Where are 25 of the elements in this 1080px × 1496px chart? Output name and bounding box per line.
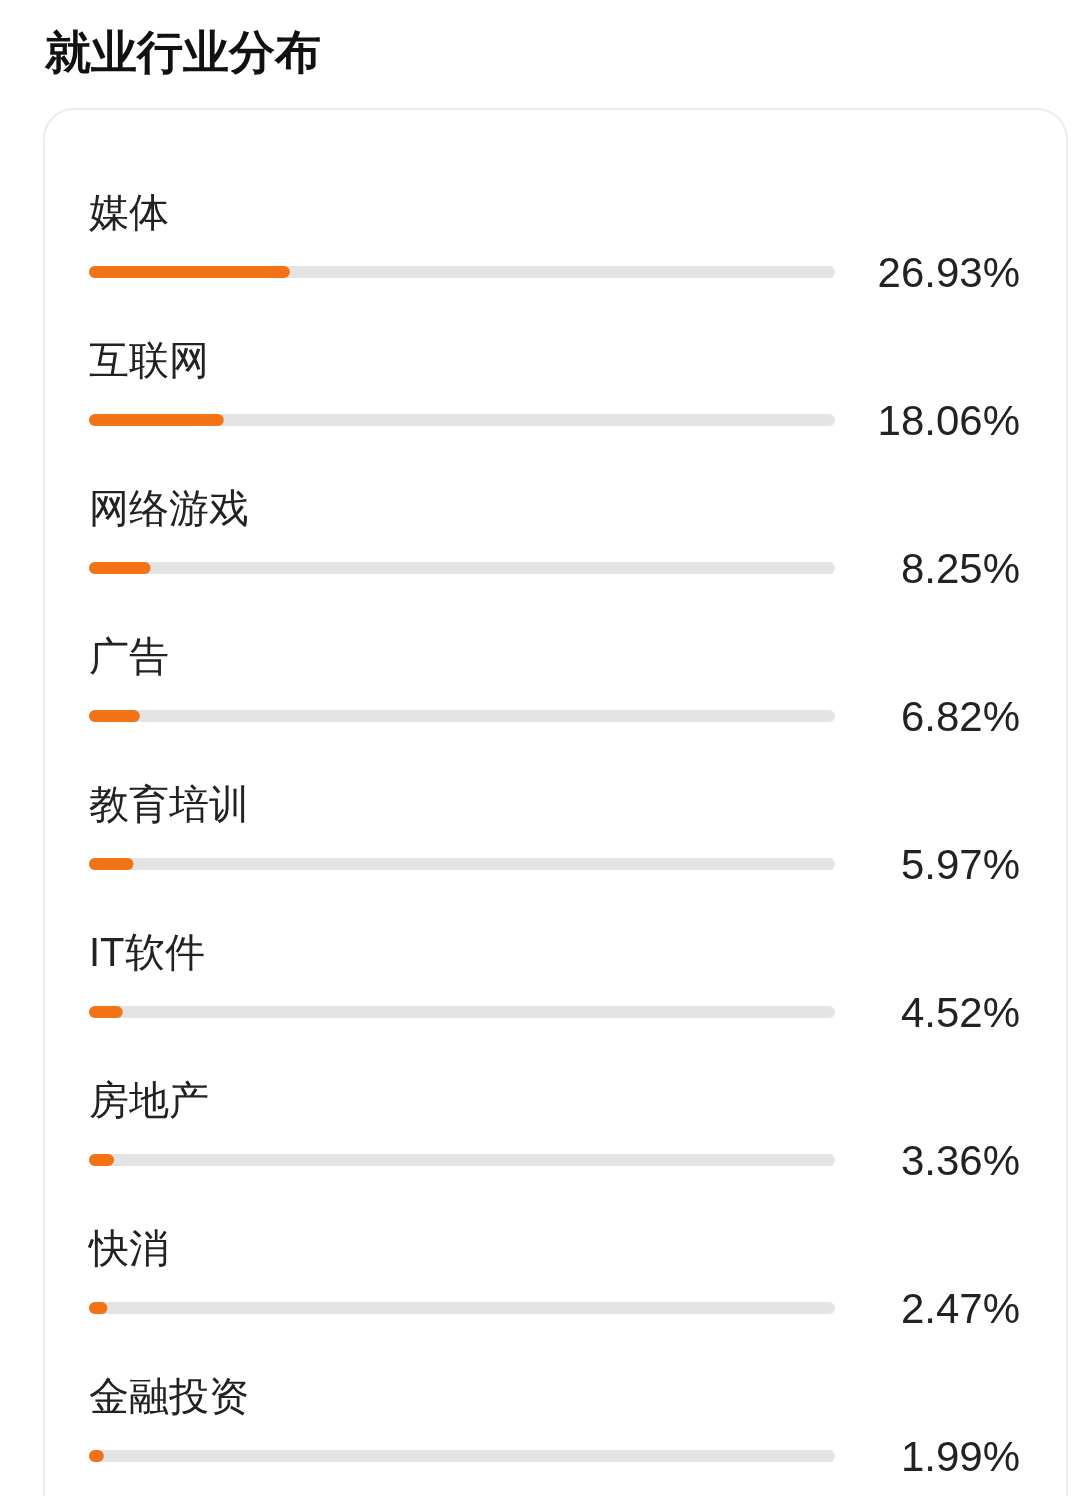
data-label: 3.36% — [900, 1136, 1020, 1184]
bar — [89, 1006, 123, 1018]
y-tick-label: 媒体 — [89, 190, 169, 234]
y-tick-label: 互联网 — [89, 338, 209, 382]
y-tick-label: 金融投资 — [89, 1374, 249, 1418]
data-label: 4.52% — [900, 988, 1020, 1036]
y-tick-label: 网络游戏 — [89, 486, 249, 530]
data-label: 8.25% — [900, 544, 1020, 592]
bar — [89, 266, 290, 278]
bar — [89, 710, 140, 722]
chart-title: 就业行业分布 — [44, 26, 321, 78]
bar — [89, 414, 224, 426]
y-tick-label: 教育培训 — [89, 782, 249, 826]
data-label: 18.06% — [877, 396, 1020, 444]
bar — [89, 562, 151, 574]
data-label: 2.47% — [900, 1284, 1020, 1332]
y-tick-label: 广告 — [89, 634, 169, 678]
y-tick-label: 房地产 — [89, 1078, 209, 1122]
bar — [89, 858, 134, 870]
data-label: 5.97% — [900, 840, 1020, 888]
y-tick-label: 快消 — [87, 1226, 169, 1270]
data-label: 6.82% — [900, 692, 1020, 740]
y-tick-label: IT软件 — [89, 930, 205, 974]
data-label: 1.99% — [900, 1432, 1020, 1480]
data-label: 26.93% — [877, 248, 1020, 296]
